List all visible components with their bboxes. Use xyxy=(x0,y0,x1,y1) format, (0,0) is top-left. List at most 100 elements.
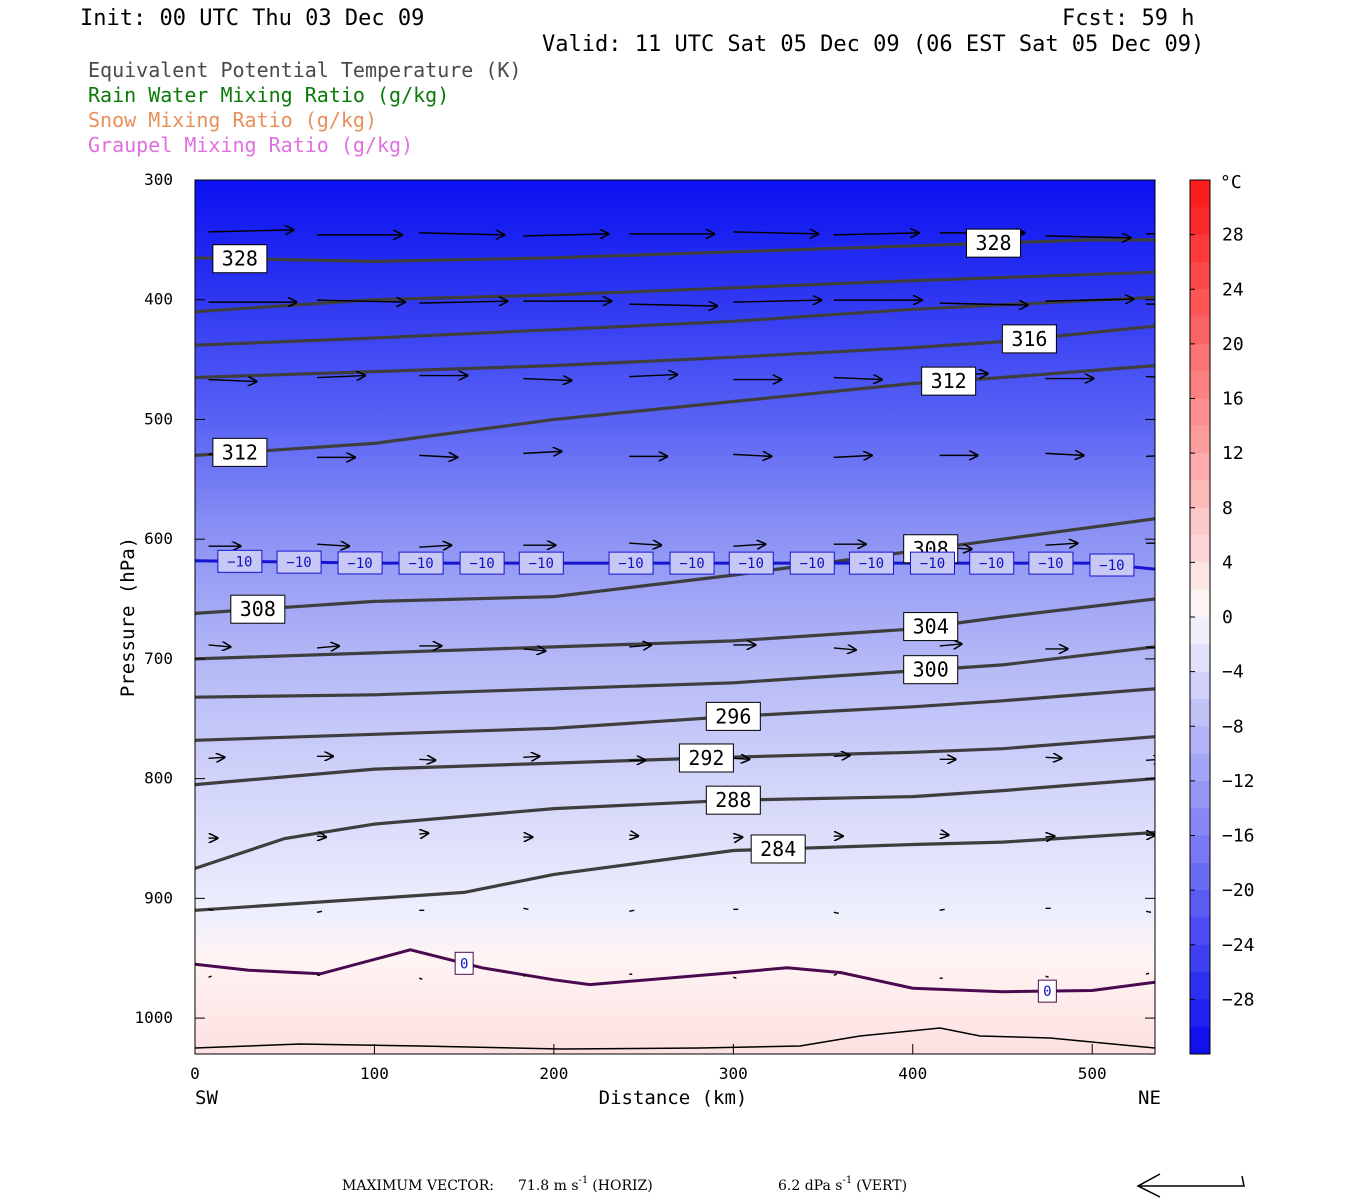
wind-vector xyxy=(939,644,962,646)
colorbar-band xyxy=(1190,207,1210,236)
contour-label: 308 xyxy=(240,597,276,621)
isotherm-label-box xyxy=(1028,551,1074,575)
terrain-line xyxy=(195,1027,1155,1050)
wind-vector xyxy=(733,976,737,979)
plot-frame xyxy=(194,179,1156,1055)
wind-vector xyxy=(523,649,545,651)
colorbar-band xyxy=(1190,671,1210,700)
colorbar-band xyxy=(1190,944,1210,973)
contour-label-box xyxy=(921,366,977,396)
colorbar-band xyxy=(1190,343,1210,372)
wind-vector xyxy=(208,645,231,647)
isotherm-label-box xyxy=(969,551,1015,575)
wind-vector xyxy=(629,645,651,647)
wind-vector xyxy=(629,304,717,306)
isotherm-label: −10 xyxy=(618,556,643,572)
wind-vector xyxy=(733,232,818,234)
legend-entry: Equivalent Potential Temperature (K) xyxy=(88,58,521,82)
contour-label: 328 xyxy=(975,231,1011,255)
colorbar-band xyxy=(1190,972,1210,1000)
x-tick-label: 0 xyxy=(190,1064,200,1083)
theta-e-contour xyxy=(195,597,1155,661)
colorbar-band xyxy=(1190,808,1210,836)
contour-label-box xyxy=(705,701,761,731)
isotherm-label-box xyxy=(276,550,322,574)
wind-vector xyxy=(733,837,742,838)
wind-vector xyxy=(629,909,635,913)
wind-vector xyxy=(208,908,214,912)
wind-vector xyxy=(419,759,435,760)
contour-label-box xyxy=(966,228,1022,258)
isotherm-label-box xyxy=(909,551,955,575)
colorbar-band xyxy=(1190,562,1210,591)
isotherm-label: −10 xyxy=(286,555,311,571)
isotherm-label-box xyxy=(848,551,894,575)
wind-vector xyxy=(833,233,919,235)
wind-vector xyxy=(833,911,839,915)
isotherm xyxy=(195,948,1155,994)
isotherm-label: −10 xyxy=(739,556,764,572)
wind-vector xyxy=(1145,972,1150,975)
wind-vector xyxy=(1045,757,1062,758)
isotherm-label: −10 xyxy=(920,556,945,572)
colorbar-band xyxy=(1190,316,1210,345)
legend-entry: Snow Mixing Ratio (g/kg) xyxy=(88,108,377,132)
colorbar-tick-label: −12 xyxy=(1222,771,1255,792)
colorbar-tick-label: 28 xyxy=(1222,225,1244,246)
colorbar-tick-label: 16 xyxy=(1222,389,1244,410)
contour-label: 304 xyxy=(913,615,949,639)
isotherm-label-box xyxy=(669,551,715,575)
colorbar-tick-label: −4 xyxy=(1222,662,1244,683)
theta-e-contour xyxy=(195,777,1155,870)
colorbar-band xyxy=(1190,425,1210,454)
wind-vector xyxy=(1045,975,1049,978)
colorbar-band xyxy=(1190,507,1210,536)
colorbar-band xyxy=(1190,617,1210,645)
x-axis-label: Distance (km) xyxy=(599,1087,748,1109)
isotherm-label: −10 xyxy=(227,554,252,570)
colorbar-band xyxy=(1190,753,1210,782)
theta-e-contour xyxy=(195,295,1155,347)
colorbar-tick-label: −16 xyxy=(1222,826,1255,847)
colorbar-band xyxy=(1190,371,1210,399)
contour-label: 312 xyxy=(931,369,967,393)
colorbar-band xyxy=(1190,644,1210,673)
y-axis: 300 400 500 600 700 800 900 1000 xyxy=(134,170,1155,1027)
wind-vector xyxy=(523,756,539,757)
contour-label: 296 xyxy=(715,704,751,728)
legend-entry: Rain Water Mixing Ratio (g/kg) xyxy=(88,83,449,107)
valid-time: Valid: 11 UTC Sat 05 Dec 09 (06 EST Sat … xyxy=(542,32,1204,57)
max-vector-footer: MAXIMUM VECTOR: 71.8 m s-1 (HORIZ) 6.2 dP… xyxy=(342,1173,1245,1198)
colorbar-band xyxy=(1190,535,1210,563)
wind-vector xyxy=(940,834,949,835)
isotherm-label-box xyxy=(454,951,474,975)
contour-label-box xyxy=(705,785,761,815)
contour-label-box xyxy=(230,594,286,624)
wind-vector xyxy=(939,303,1028,305)
colorbar-band xyxy=(1190,726,1210,755)
y-tick-label: 1000 xyxy=(134,1008,173,1027)
colorbar-tick-label: −24 xyxy=(1222,935,1255,956)
wind-vector xyxy=(733,300,821,302)
wind-vector xyxy=(317,836,326,837)
isotherm-label: −10 xyxy=(800,556,825,572)
colorbar-band xyxy=(1190,180,1210,208)
colorbar-tick-label: −8 xyxy=(1222,716,1244,737)
legend-entry: Graupel Mixing Ratio (g/kg) xyxy=(88,133,413,157)
wind-vector xyxy=(833,455,872,457)
wind-vector xyxy=(733,544,765,546)
wind-vector xyxy=(208,380,257,382)
y-tick-label: 300 xyxy=(144,170,173,189)
isotherm-label-box xyxy=(337,551,383,575)
isotherm-label-box xyxy=(518,551,564,575)
colorbar-tick-label: −28 xyxy=(1222,989,1255,1010)
y-axis-label: Pressure (hPa) xyxy=(117,537,139,697)
theta-e-contour xyxy=(195,364,1155,457)
wind-vector xyxy=(419,977,423,980)
contour-label: 300 xyxy=(913,658,949,682)
wind-vector xyxy=(1045,453,1084,455)
isotherm-label-box xyxy=(1037,979,1057,1003)
colorbar-tick-label: −20 xyxy=(1222,880,1255,901)
isotherm-label-box xyxy=(728,551,774,575)
isotherm-label: −10 xyxy=(679,556,704,572)
